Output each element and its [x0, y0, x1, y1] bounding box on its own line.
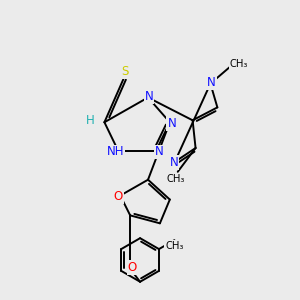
Text: N: N	[167, 117, 176, 130]
Text: CH₃: CH₃	[167, 174, 185, 184]
Text: N: N	[207, 76, 216, 89]
Text: N: N	[145, 90, 153, 103]
Text: NH: NH	[106, 146, 124, 158]
Text: O: O	[128, 261, 137, 274]
Text: CH₃: CH₃	[165, 241, 184, 251]
Text: N: N	[154, 146, 163, 158]
Text: H: H	[86, 114, 95, 127]
Text: CH₃: CH₃	[230, 59, 248, 69]
Text: S: S	[122, 65, 129, 78]
Text: O: O	[114, 190, 123, 203]
Text: N: N	[169, 156, 178, 170]
